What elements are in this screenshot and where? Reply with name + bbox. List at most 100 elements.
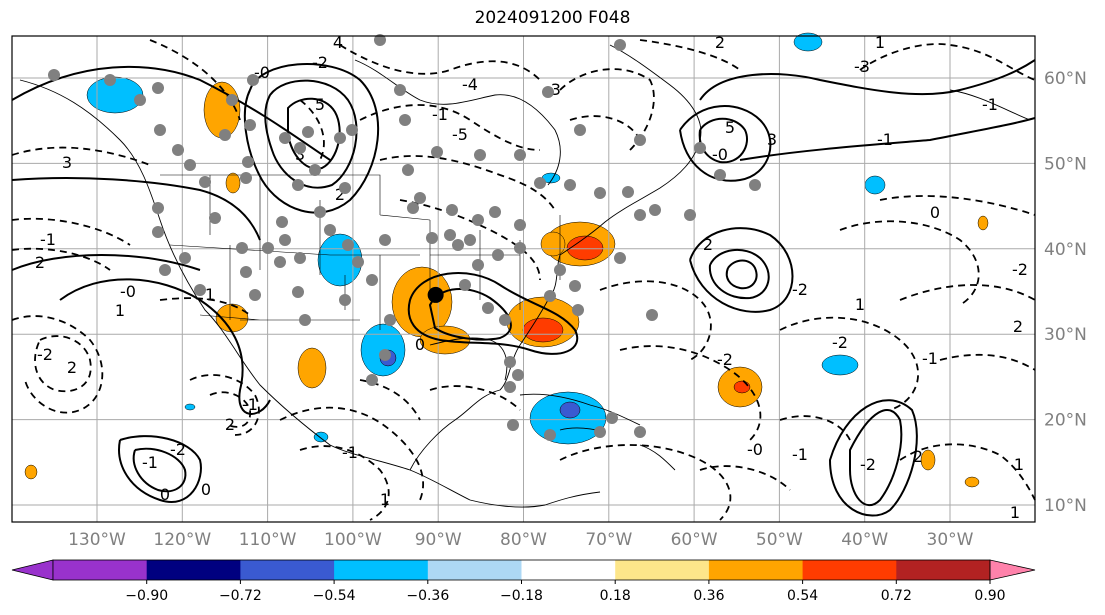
dashed-contour xyxy=(899,443,1036,501)
station-marker xyxy=(294,252,306,264)
contour-label: 1 xyxy=(205,285,215,304)
station-marker xyxy=(242,156,254,168)
contour-label: -2 xyxy=(792,280,808,299)
station-marker xyxy=(472,214,484,226)
station-marker xyxy=(309,164,321,176)
dashed-contour xyxy=(839,220,980,306)
anomaly-blob xyxy=(24,464,38,480)
colorbar-bin xyxy=(802,560,897,580)
dashed-contour xyxy=(11,146,151,166)
station-marker xyxy=(152,202,164,214)
station-marker xyxy=(342,239,354,251)
contour-lines xyxy=(11,39,1036,521)
anomaly-blob xyxy=(297,347,327,389)
dashed-contour xyxy=(569,115,641,141)
colorbar-bin xyxy=(334,560,429,580)
station-marker xyxy=(684,209,696,221)
colorbar-tick-label: 0.90 xyxy=(974,588,1005,604)
station-marker xyxy=(314,206,326,218)
contour-label: 1 xyxy=(875,33,885,52)
contour-label: 2 xyxy=(1013,317,1023,336)
contour-label: 1 xyxy=(1010,503,1020,522)
lon-label: 100°W xyxy=(324,530,382,550)
station-marker xyxy=(374,34,386,46)
station-marker xyxy=(244,119,256,131)
contour-label: -2 xyxy=(312,53,328,72)
contour-label: 2 xyxy=(715,33,725,52)
station-marker xyxy=(749,179,761,191)
station-marker xyxy=(279,234,291,246)
anomaly-blob xyxy=(225,172,241,194)
station-markers xyxy=(48,34,761,441)
anomaly-blob xyxy=(313,431,329,443)
dashed-contour xyxy=(359,379,421,421)
dashed-contour xyxy=(209,391,252,428)
dashed-contour xyxy=(859,43,1036,81)
station-marker xyxy=(249,289,261,301)
station-marker xyxy=(622,186,634,198)
dashed-contour xyxy=(559,444,732,521)
station-marker xyxy=(346,124,358,136)
solid-contour xyxy=(287,97,341,170)
solid-contour xyxy=(828,399,918,517)
station-marker xyxy=(646,309,658,321)
dashed-contour xyxy=(149,39,241,121)
contour-label: -2 xyxy=(37,345,53,364)
station-marker xyxy=(172,144,184,156)
contour-label: 5 xyxy=(315,95,325,114)
contour-label: -2 xyxy=(170,440,186,459)
station-marker xyxy=(240,172,252,184)
dashed-contour xyxy=(429,385,521,411)
contour-label: -2 xyxy=(832,333,848,352)
colorbar-tick-label: 0.36 xyxy=(693,588,724,604)
lat-lon-grid xyxy=(12,36,1035,522)
contour-label: -2 xyxy=(717,350,733,369)
anomaly-blob xyxy=(540,231,566,257)
contour-label: -5 xyxy=(452,125,468,144)
colorbar-tick-label: −0.36 xyxy=(406,588,449,604)
station-marker xyxy=(499,314,511,326)
station-marker xyxy=(649,204,661,216)
colorbar-tick-label: −0.18 xyxy=(500,588,543,604)
contour-label: 5 xyxy=(725,118,735,137)
station-marker xyxy=(472,259,484,271)
solid-contour xyxy=(428,287,512,341)
contour-label: -1 xyxy=(792,445,808,464)
colorbar-tick-label: 0.18 xyxy=(600,588,631,604)
station-marker xyxy=(262,242,274,254)
map-frame xyxy=(11,35,1036,523)
station-marker xyxy=(594,187,606,199)
dashed-contour xyxy=(779,316,919,411)
contour-label: -1 xyxy=(40,230,56,249)
anomaly-blob xyxy=(864,175,886,195)
station-marker xyxy=(512,369,524,381)
coastlines xyxy=(19,44,1031,508)
anomaly-shading xyxy=(24,32,989,488)
dashed-contour xyxy=(619,345,762,441)
dashed-contour xyxy=(779,415,851,441)
lon-label: 80°W xyxy=(500,530,547,550)
anomaly-blob xyxy=(559,401,581,419)
contour-label: 2 xyxy=(67,358,77,377)
contour-label: -4 xyxy=(462,75,478,94)
station-marker xyxy=(446,204,458,216)
dashed-contour xyxy=(399,199,541,281)
contour-label: -1 xyxy=(922,349,938,368)
solid-contour xyxy=(407,272,579,355)
lat-label: 10°N xyxy=(1044,496,1087,516)
colorbar-bin xyxy=(53,560,148,580)
lat-label: 50°N xyxy=(1044,154,1087,174)
solid-contour xyxy=(689,227,794,313)
lat-label: 40°N xyxy=(1044,240,1087,260)
colorbar-bin xyxy=(146,560,241,580)
colorbar: −0.90 −0.72 −0.54 −0.36 −0.18 0.18 0.36 0.54 0.7… xyxy=(11,559,1036,604)
station-marker xyxy=(507,419,519,431)
latitude-labels: 60°N 50°N 40°N 30°N 20°N 10°N xyxy=(1044,69,1087,516)
station-marker xyxy=(431,146,443,158)
station-marker xyxy=(159,264,171,276)
station-marker xyxy=(426,232,438,244)
solid-contour xyxy=(264,79,358,189)
station-marker xyxy=(104,74,116,86)
contour-label: -1 xyxy=(877,130,893,149)
station-marker xyxy=(152,226,164,238)
